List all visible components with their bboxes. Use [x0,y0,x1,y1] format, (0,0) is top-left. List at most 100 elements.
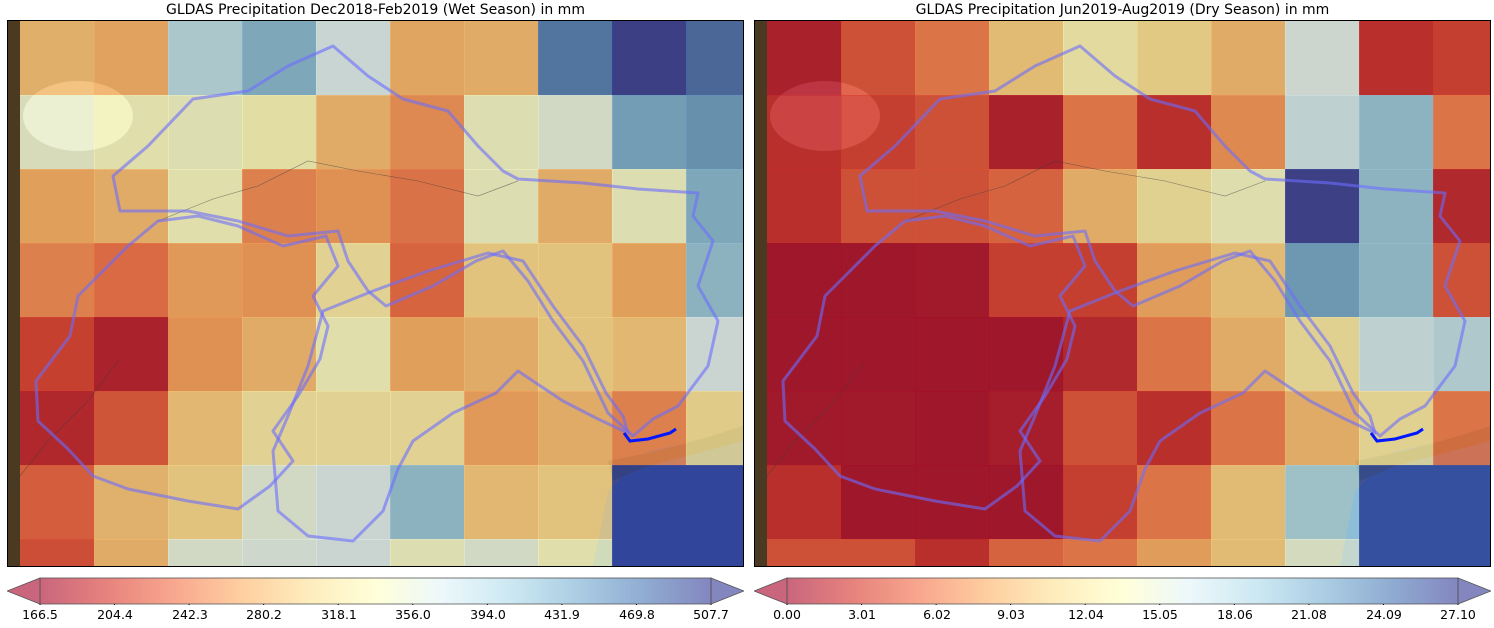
grid-cell [1211,95,1286,170]
grid-cell [242,169,317,244]
grid-cell [612,95,687,170]
colorbar-tick-label: 507.7 [693,607,729,622]
grid-cell [686,539,743,566]
colorbar-tick-label: 27.10 [1440,607,1476,622]
grid-cell [390,391,465,466]
colorbar-tick-label: 166.5 [22,607,58,622]
grid-cell [1359,317,1434,392]
colorbar-tick-label: 6.02 [923,607,951,622]
grid-cell [1359,169,1434,244]
grid-cell [1359,95,1434,170]
grid-cell [538,21,613,96]
grid-cell [168,539,243,566]
grid-cell [612,539,687,566]
grid-cell [94,95,169,170]
colorbar-tick-label: 21.08 [1291,607,1327,622]
colorbar [754,577,1491,605]
grid-cell [20,539,95,566]
road-line [8,360,119,492]
grid-cell [168,391,243,466]
colorbar-tick-label: 242.3 [172,607,208,622]
grid-cell [242,539,317,566]
grid-cell [316,465,391,540]
grid-cell [767,169,842,244]
grid-cell [915,21,990,96]
grid-cell [1433,243,1490,318]
grid-cell [168,95,243,170]
grid-cell [242,243,317,318]
grid-cell [1285,391,1360,466]
grid-cell [1359,465,1434,540]
map-frame[interactable] [754,20,1491,567]
colorbar-tick-label: 431.9 [544,607,580,622]
grid-cell [989,95,1064,170]
grid-cell [989,391,1064,466]
watershed-boundary [1018,251,1377,543]
grid-cell [390,317,465,392]
grid-cell [612,21,687,96]
basemap-edge [755,21,767,566]
grid-cell [915,169,990,244]
grid-cell [464,169,539,244]
grid-cell [915,539,990,566]
colorbar-tick-label: 280.2 [246,607,282,622]
grid-cell [538,539,613,566]
watershed-boundary [271,251,630,543]
map-panel-wet-season: GLDAS Precipitation Dec2018-Feb2019 (Wet… [7,0,744,628]
grid-cell [767,391,842,466]
grid-cell [1433,95,1490,170]
grid-cell [1063,539,1138,566]
grid-cell [464,21,539,96]
grid-cell [20,21,95,96]
grid-cell [94,21,169,96]
grid-cell [1359,243,1434,318]
grid-cell [989,317,1064,392]
grid-cell [390,21,465,96]
grid-cell [1433,539,1490,566]
watershed-boundary [781,214,1087,511]
grid-cell [464,539,539,566]
grid-cell [989,169,1064,244]
grid-cell [686,95,743,170]
grid-cell [538,391,613,466]
grid-cell [20,465,95,540]
watershed-boundary [858,44,1467,438]
map-panel-dry-season: GLDAS Precipitation Jun2019-Aug2019 (Dry… [754,0,1491,628]
colorbar-gradient [39,577,712,605]
grid-cell [242,317,317,392]
grid-cell [686,317,743,392]
grid-cell [841,317,916,392]
grid-cell [1359,21,1434,96]
grid-cell [915,95,990,170]
colorbar-extend-min [7,577,41,605]
grid-cell [390,465,465,540]
grid-cell [316,539,391,566]
grid-cell [1137,391,1212,466]
grid-cell [538,465,613,540]
grid-cell [686,243,743,318]
grid-cell [168,169,243,244]
grid-cell [1433,317,1490,392]
road-line [157,160,519,222]
grid-cell [1063,465,1138,540]
grid-cell [20,95,95,170]
grid-cell [1137,95,1212,170]
grid-cell [1433,21,1490,96]
grid-cell [1063,391,1138,466]
grid-cell [1211,539,1286,566]
grid-cell [1285,95,1360,170]
grid-cell [94,317,169,392]
grid-cell [20,391,95,466]
watershed-boundary [34,214,340,511]
grid-cell [168,21,243,96]
road-line [755,360,866,492]
grid-cell [989,243,1064,318]
grid-cell [841,243,916,318]
map-frame[interactable] [7,20,744,567]
grid-cell [686,21,743,96]
grid-cell [841,169,916,244]
grid-cell [989,539,1064,566]
precipitation-grid [755,21,1490,566]
grid-cell [1137,317,1212,392]
grid-cell [686,391,743,466]
